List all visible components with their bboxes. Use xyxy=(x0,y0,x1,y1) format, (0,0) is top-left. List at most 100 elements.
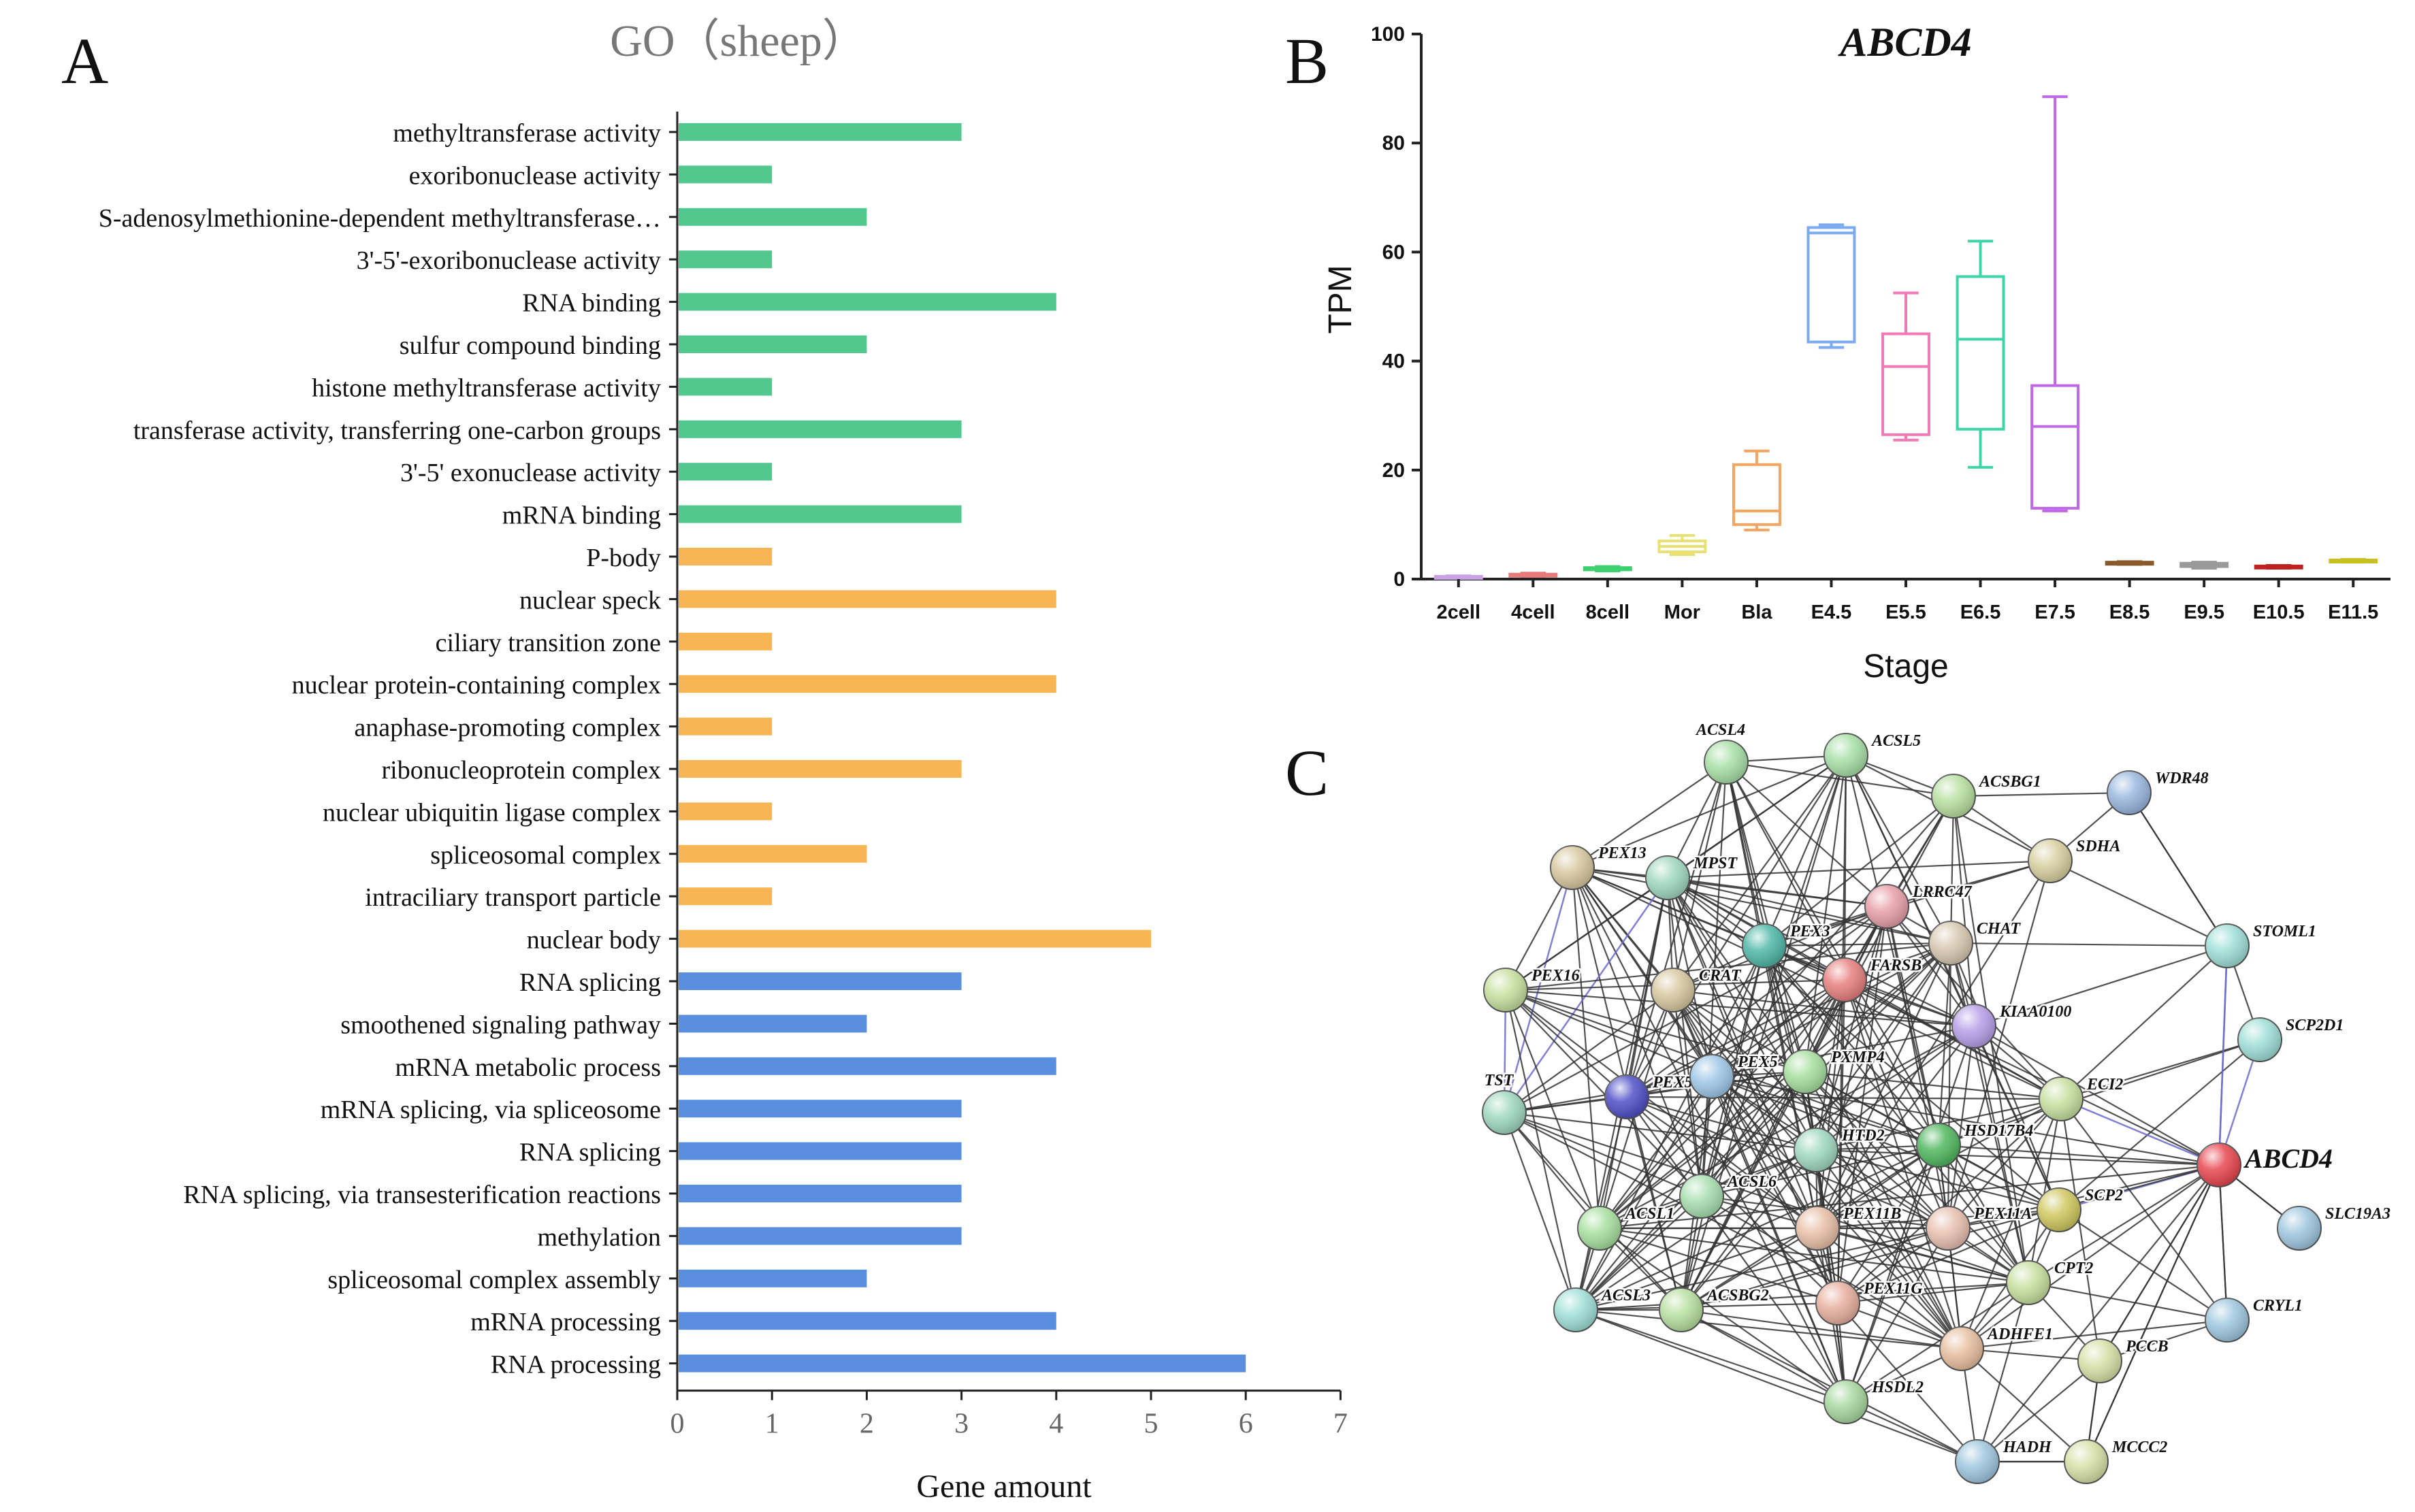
network-edge xyxy=(1701,1025,1975,1197)
box-x-tick-label: E8.5 xyxy=(2109,602,2150,623)
node-ACSL5: ACSL5 xyxy=(1824,731,1923,778)
box-8cell xyxy=(1583,565,1632,572)
network-edge xyxy=(1836,979,1846,1304)
go-category-label: mRNA splicing, via spliceosome xyxy=(321,1096,661,1124)
network-edge xyxy=(1505,942,1951,991)
network-node-label: PXMP4 xyxy=(1830,1049,1885,1066)
network-edge xyxy=(1886,906,1975,1027)
network-node-shine xyxy=(1824,734,1868,777)
node-HSDL2: HSDL2 xyxy=(1824,1377,1926,1424)
box-y-tick-label: 20 xyxy=(1382,459,1405,482)
node-LRRC47: LRRC47 xyxy=(1864,882,1974,929)
go-category-label: exoribonuclease activity xyxy=(409,161,661,190)
network-edge xyxy=(1504,989,1601,1229)
network-edge xyxy=(1950,942,2228,947)
network-node-label: SDHA xyxy=(2076,838,2120,855)
network-edge xyxy=(1953,791,2130,798)
go-bar xyxy=(679,505,962,523)
go-bar xyxy=(679,1142,962,1160)
box-iqr xyxy=(2030,384,2080,510)
ppi-network: ACSL4 ACSL5 ACSBG1 WDR48 PEX13 MPST LRRC47 SDHA… xyxy=(1482,720,2393,1484)
network-edge xyxy=(1938,1145,2029,1283)
network-node-label: FARSB xyxy=(1870,957,1922,974)
network-edge xyxy=(1599,1227,2029,1284)
network-edge xyxy=(1815,1149,2220,1166)
go-bar xyxy=(679,123,962,141)
go-bar xyxy=(679,717,773,736)
node-ECI2: ECI2 xyxy=(2039,1074,2125,1121)
go-category-label: mRNA metabolic process xyxy=(395,1053,661,1082)
box-x-tick-label: E7.5 xyxy=(2035,602,2075,623)
box-E9.5 xyxy=(2179,561,2229,570)
box-y-ticks: 0 20 40 60 80 100 xyxy=(1371,23,1421,591)
network-node-label: ECI2 xyxy=(2086,1076,2123,1094)
network-edge xyxy=(1625,1096,1683,1311)
network-node-label: CHAT xyxy=(1977,920,2021,938)
network-edge xyxy=(1667,859,2051,879)
network-edge xyxy=(1575,1196,1702,1311)
box-y-tick-label: 100 xyxy=(1371,23,1405,46)
network-edge xyxy=(1844,979,1975,1028)
network-edges xyxy=(1503,754,2300,1463)
network-node-label: ACSL3 xyxy=(1600,1287,1651,1304)
network-edge xyxy=(1764,795,1954,947)
node-HSD17B4: HSD17B4 xyxy=(1916,1121,2035,1168)
network-node-label: ACSBG1 xyxy=(1978,773,2041,791)
network-edge xyxy=(1681,1071,1806,1311)
network-node-shine xyxy=(2007,1261,2050,1304)
panel-label-a: A xyxy=(61,24,108,97)
go-bar xyxy=(679,930,1151,948)
network-edge xyxy=(1764,945,2029,1283)
network-node-label: PEX11B xyxy=(1843,1205,1901,1223)
box-E5.5 xyxy=(1881,291,1930,442)
network-edge xyxy=(1949,942,2030,1283)
go-bar xyxy=(679,208,867,226)
network-edge xyxy=(1572,754,1847,869)
network-edge xyxy=(1672,989,1818,1229)
network-node-shine xyxy=(2238,1018,2282,1062)
network-edge xyxy=(1575,1227,1818,1311)
network-node-shine xyxy=(1796,1206,1839,1250)
network-edge xyxy=(1672,755,1847,991)
go-x-axis-label: Gene amount xyxy=(916,1468,1092,1505)
go-bar xyxy=(679,378,773,396)
network-edge xyxy=(1764,942,1951,947)
network-edge xyxy=(2028,1164,2220,1283)
box-x-ticks: 2cell 4cell 8cell Mor Bla E4.5 E5.5 E6.5 E7.5 E8.… xyxy=(1437,579,2378,623)
network-edge xyxy=(1763,755,1847,947)
network-edge xyxy=(1504,989,1577,1311)
network-edge xyxy=(1505,867,1573,991)
go-bar xyxy=(679,420,962,438)
network-edge xyxy=(1815,1025,1975,1151)
network-edge xyxy=(1764,945,1939,1146)
network-node-shine xyxy=(2078,1339,2122,1383)
network-edge xyxy=(1843,979,1949,1229)
network-node-label: CRYL1 xyxy=(2253,1297,2303,1315)
network-edge xyxy=(1960,1098,2062,1349)
go-category-label: ciliary transition zone xyxy=(436,629,661,657)
node-HTD2: HTD2 xyxy=(1794,1125,1886,1172)
network-edge xyxy=(1701,1196,1962,1349)
go-bar xyxy=(679,632,773,651)
network-node-shine xyxy=(1932,774,1975,818)
go-x-tick-label: 7 xyxy=(1333,1409,1348,1440)
network-node-label: PEX11G xyxy=(1863,1280,1923,1298)
network-edge xyxy=(1599,979,1845,1229)
box-iqr xyxy=(1956,275,2005,431)
box-iqr xyxy=(1881,332,1930,436)
network-edge xyxy=(1599,1025,1975,1229)
network-edge xyxy=(1667,876,1951,944)
network-node-shine xyxy=(2028,839,2072,883)
go-category-label: RNA splicing xyxy=(519,1138,661,1167)
network-edge xyxy=(1504,1111,1702,1198)
network-edge xyxy=(1599,1071,1806,1229)
go-category-label: smoothened signaling pathway xyxy=(340,1010,661,1039)
network-edge xyxy=(1626,1096,1817,1151)
network-edge xyxy=(1575,1309,1962,1350)
network-edge xyxy=(1815,1149,2060,1211)
node-FARSB: FARSB xyxy=(1822,955,1924,1002)
box-4cell xyxy=(1508,572,1558,578)
network-edge xyxy=(1845,1228,1949,1402)
network-edge xyxy=(1845,1145,1940,1402)
network-edge xyxy=(1599,1076,1713,1229)
